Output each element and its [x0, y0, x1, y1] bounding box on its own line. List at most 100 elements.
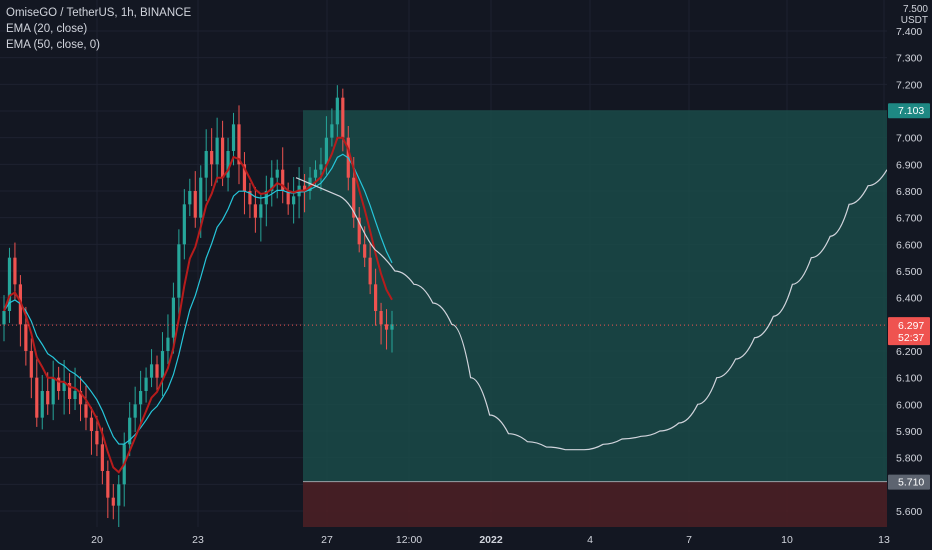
candle-body — [270, 177, 274, 191]
currency-unit: USDT — [900, 15, 928, 26]
candle-body — [264, 191, 268, 205]
ema50-line — [3, 153, 393, 445]
price-tick-label: 5.600 — [896, 506, 922, 518]
candle-body — [215, 137, 219, 165]
candle-body — [324, 137, 329, 165]
ema20-label[interactable]: EMA (20, close) — [6, 23, 88, 35]
price-tick-label: 7.200 — [896, 79, 922, 91]
candle-body — [390, 324, 394, 330]
candle-body — [24, 324, 28, 351]
candle-body — [253, 204, 257, 218]
price-tick-label: 6.900 — [896, 159, 922, 171]
candle-body — [368, 257, 372, 285]
ema50-label[interactable]: EMA (50, close, 0) — [6, 39, 100, 51]
candle-body — [78, 391, 83, 405]
price-tick-label: 6.000 — [896, 399, 922, 411]
candle-body — [210, 151, 214, 165]
candle-body — [242, 164, 247, 191]
candle-body — [89, 417, 94, 431]
candle-body — [237, 124, 241, 165]
candle-body — [155, 364, 159, 378]
price-tick-label: 5.900 — [896, 426, 922, 438]
price-tick-label: 6.100 — [896, 373, 922, 385]
candle-body — [199, 177, 203, 218]
price-tick-label: 5.800 — [896, 453, 922, 465]
price-axis-unit: 7.500 USDT — [901, 4, 928, 26]
price-tick-label: 7.000 — [896, 133, 922, 145]
candle-body — [193, 191, 197, 218]
forecast-curve — [295, 169, 888, 451]
candle-body — [292, 196, 296, 205]
time-axis — [0, 527, 932, 550]
time-tick-label: 7 — [686, 534, 692, 546]
candle-body — [128, 417, 132, 445]
time-tick-label: 23 — [192, 534, 204, 546]
price-tick-label: 7.300 — [896, 53, 922, 65]
candle-body — [13, 257, 17, 285]
price-tick-label: 6.800 — [896, 186, 922, 198]
candle-body — [111, 497, 115, 506]
price-tick-label: 6.200 — [896, 346, 922, 358]
candle-body — [319, 164, 323, 170]
candle-body — [40, 391, 44, 418]
candle-body — [73, 391, 77, 399]
chart-legend: OmiseGO / TetherUS, 1h, BINANCE EMA (20,… — [6, 5, 191, 53]
candle-body — [62, 383, 66, 391]
candle-body — [384, 324, 389, 330]
candle-body — [374, 284, 378, 311]
target-badge — [888, 103, 930, 119]
candle-body — [177, 244, 181, 298]
candle-body — [352, 177, 356, 218]
price-tick-label: 7.400 — [896, 26, 922, 38]
price-tick-label: 6.700 — [896, 213, 922, 225]
candle-body — [188, 191, 192, 205]
candle-body — [220, 137, 225, 178]
candle-body — [341, 97, 345, 138]
candle-body — [100, 444, 104, 471]
target-badge-label: 7.103 — [898, 105, 924, 117]
current-price-label: 6.297 — [898, 320, 924, 332]
candle-body — [2, 311, 6, 325]
time-tick-label: 4 — [587, 534, 593, 546]
candle-body — [330, 124, 334, 138]
top-price-tick: 7.500 — [902, 4, 928, 15]
current-price-badge — [888, 317, 930, 346]
stop-zone — [303, 481, 887, 527]
time-tick-label: 27 — [321, 534, 333, 546]
candle-body — [160, 351, 165, 378]
candle-body — [117, 484, 121, 506]
price-tick-label: 6.500 — [896, 266, 922, 278]
time-tick-label: 20 — [91, 534, 103, 546]
time-tick-label: 10 — [781, 534, 793, 546]
candle-body — [106, 471, 110, 498]
price-tick-label: 6.600 — [896, 239, 922, 251]
candle-body — [335, 97, 339, 125]
price-axis — [887, 0, 932, 550]
candle-body — [281, 169, 285, 191]
price-tick-label: 6.400 — [896, 293, 922, 305]
candle-body — [67, 383, 72, 399]
candle-body — [204, 151, 208, 178]
candle-body — [51, 377, 55, 405]
candle-body — [139, 391, 143, 405]
candle-body — [95, 431, 99, 445]
candle-body — [248, 191, 252, 205]
candle-body — [149, 364, 154, 378]
candle-body — [84, 404, 88, 418]
symbol-label[interactable]: OmiseGO / TetherUS, 1h, BINANCE — [6, 7, 192, 19]
countdown-label: 52:37 — [898, 332, 924, 344]
ema20-line — [3, 136, 393, 474]
candle-body — [231, 124, 236, 151]
time-tick-label: 13 — [878, 534, 890, 546]
stop-badge — [888, 474, 930, 490]
candle-body — [302, 185, 307, 191]
time-tick-label: 2022 — [479, 534, 503, 546]
candle-body — [29, 351, 33, 378]
candle-body — [57, 377, 61, 391]
candle-body — [313, 169, 318, 178]
candle-body — [166, 337, 170, 351]
candle-body — [7, 257, 12, 311]
candle-body — [144, 377, 148, 391]
time-tick-label: 12:00 — [396, 534, 422, 546]
